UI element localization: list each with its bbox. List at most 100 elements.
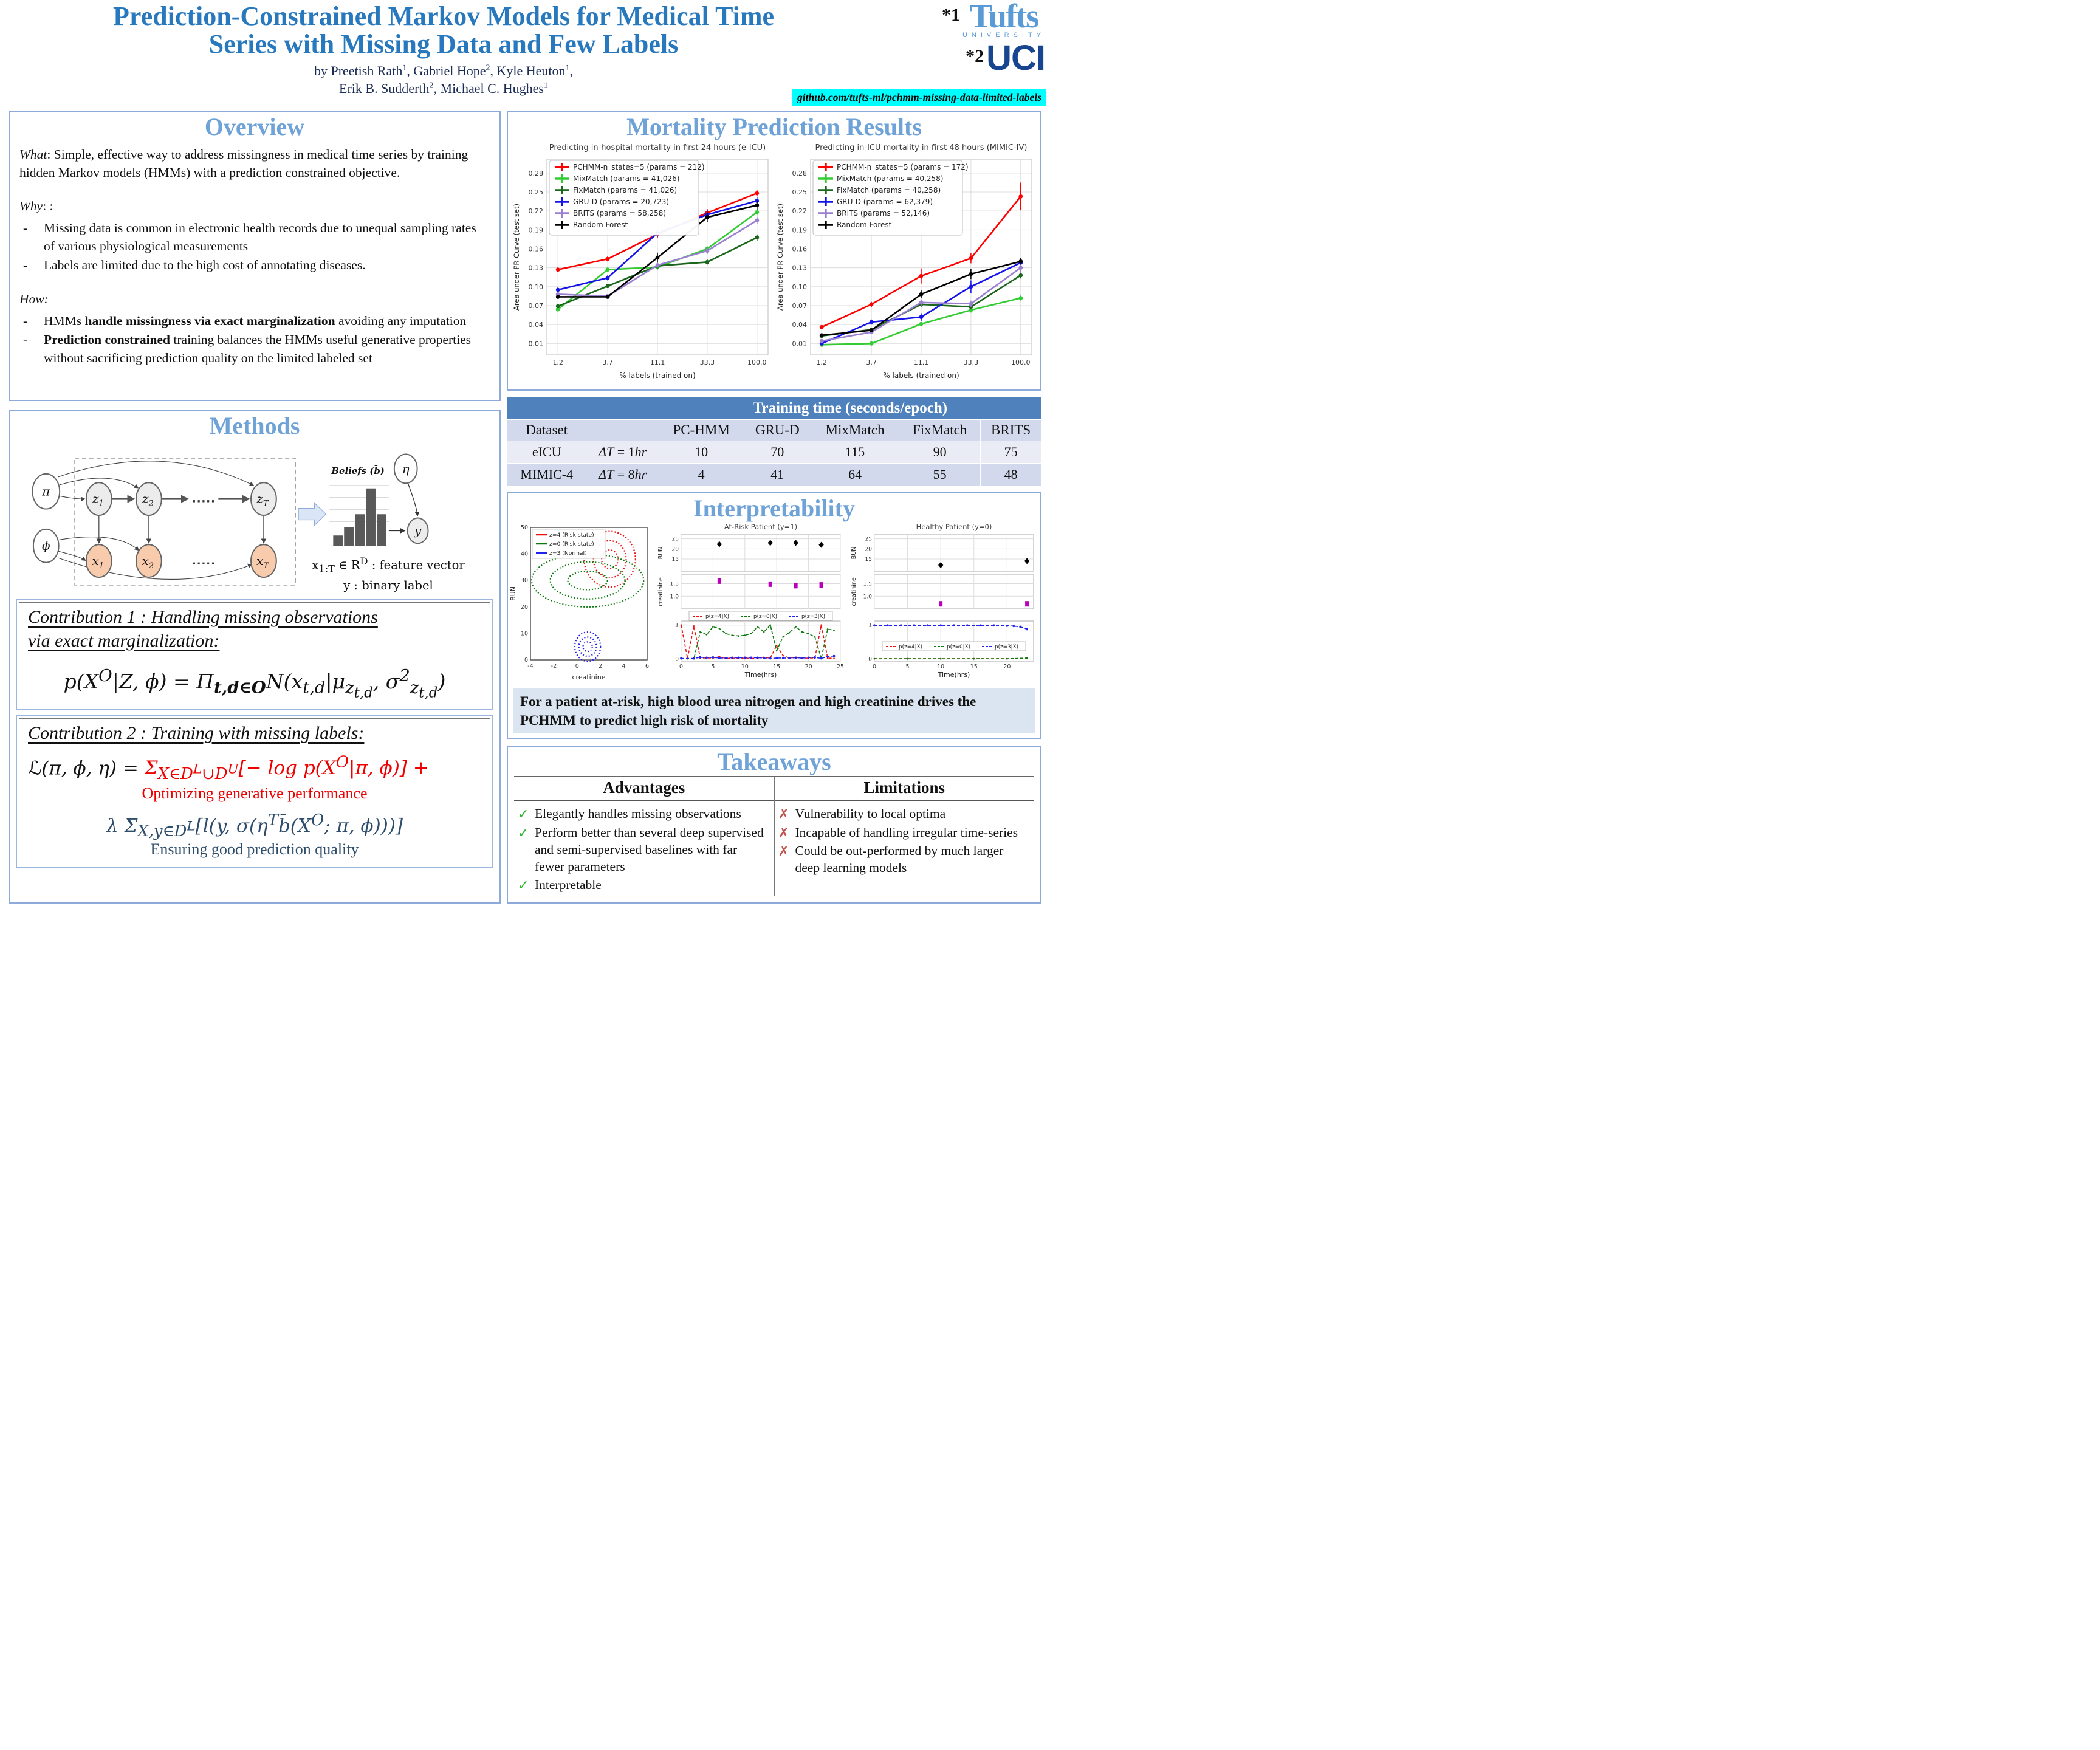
- svg-text:3.7: 3.7: [602, 359, 613, 366]
- bullet-dash: -: [23, 313, 28, 328]
- authors: by Preetish Rath1, Gabriel Hope2, Kyle H…: [314, 63, 574, 97]
- svg-text:0.07: 0.07: [529, 302, 544, 310]
- contribution-1-formula: p(XO|Z, ϕ) = Πt,d∈ON(xt,d|μzt,d, σ2zt,d): [63, 666, 446, 701]
- svg-text:BUN: BUN: [657, 547, 664, 560]
- svg-text:0.16: 0.16: [792, 245, 808, 253]
- svg-text:0: 0: [575, 663, 579, 670]
- page-title: Prediction-Constrained Markov Models for…: [112, 1, 775, 59]
- svg-text:0.10: 0.10: [792, 283, 808, 291]
- svg-text:1: 1: [675, 623, 679, 629]
- svg-text:0.01: 0.01: [529, 340, 544, 348]
- overview-why-bullets: - Missing data is common in electronic he…: [19, 219, 490, 275]
- prediction-caption: Ensuring good prediction quality: [150, 840, 359, 859]
- svg-text:50: 50: [521, 524, 528, 531]
- svg-text:0.10: 0.10: [529, 283, 544, 291]
- interpretability-panel: Interpretability -4 -2 0 2 4 6 0 10 20 30 40 50 crea…: [507, 492, 1041, 740]
- right-column: Mortality Prediction Results Predicting …: [506, 111, 1042, 904]
- svg-text:10: 10: [937, 664, 944, 670]
- table-col-header: Dataset: [506, 419, 587, 441]
- svg-text:Area under PR Curve (test set): Area under PR Curve (test set): [512, 204, 521, 311]
- flow-arrow: [298, 502, 327, 526]
- svg-text:p(z=4|X): p(z=4|X): [899, 644, 922, 650]
- table-cell: 90: [899, 441, 981, 464]
- svg-text:p(z=4|X): p(z=4|X): [705, 614, 729, 620]
- svg-text:20: 20: [672, 546, 679, 552]
- svg-text:At-Risk Patient (y=1): At-Risk Patient (y=1): [724, 523, 797, 531]
- svg-text:creatinine: creatinine: [572, 673, 606, 681]
- contribution-1-box: Contribution 1 : Handling missing observ…: [16, 599, 493, 711]
- poster: { "header": { "title_line1": "Prediction…: [0, 0, 1050, 904]
- overview-heading: Overview: [204, 113, 305, 140]
- svg-text:0.22: 0.22: [792, 207, 808, 215]
- patient-svg: Healthy Patient (y=0)152025BUN1.01.5crea…: [851, 523, 1034, 679]
- uci-logo: UCI: [986, 38, 1046, 78]
- svg-text:p(z=0|X): p(z=0|X): [753, 614, 777, 620]
- line-chart-svg: Predicting in-ICU mortality in first 48 …: [776, 143, 1032, 380]
- svg-text:0.25: 0.25: [792, 188, 808, 196]
- takeaways-heading: Takeaways: [717, 748, 831, 776]
- overview-what: What: Simple, effective way to address m…: [19, 147, 468, 180]
- svg-text:zT: zT: [256, 492, 269, 509]
- poster-header: Prediction-Constrained Markov Models for…: [0, 0, 1050, 111]
- limitations-header: Limitations: [774, 777, 1034, 801]
- overview-how: How:: [19, 291, 49, 306]
- training-time-table: Training time (seconds/epoch) Dataset PC-H…: [506, 397, 1042, 486]
- svg-text:40: 40: [521, 551, 528, 558]
- contribution-1-title: Contribution 1 : Handling missing observ…: [28, 607, 378, 651]
- svg-text:20: 20: [521, 604, 528, 611]
- table-row: eICU ΔT = 1hr 10 70 115 90 75: [506, 441, 1041, 464]
- advantages-column: Advantages ✓ Elegantly handles missing ob…: [514, 777, 774, 896]
- svg-text:Random Forest: Random Forest: [573, 221, 628, 229]
- bullet-dash: -: [23, 332, 28, 348]
- svg-text:1.2: 1.2: [552, 359, 563, 366]
- svg-text:25: 25: [672, 537, 679, 543]
- svg-text:33.3: 33.3: [700, 359, 715, 366]
- svg-text:% labels (trained on): % labels (trained on): [883, 371, 959, 380]
- svg-text:100.0: 100.0: [1011, 359, 1031, 366]
- svg-text:Predicting in-ICU mortality in: Predicting in-ICU mortality in first 48 …: [815, 143, 1028, 153]
- graphical-model-figure: π z1 z2 zT ϕ x1 x2 xT ..... ..... Belief…: [19, 440, 490, 594]
- svg-text:MixMatch (params = 41,026): MixMatch (params = 41,026): [573, 174, 679, 183]
- bullet-item: - Missing data is common in electronic he…: [19, 219, 490, 255]
- affiliation-1-marker: *1: [941, 5, 960, 25]
- bullet-item: - Labels are limited due to the high cost…: [19, 256, 490, 275]
- svg-text:BUN: BUN: [851, 547, 857, 560]
- tufts-logo: Tufts: [969, 0, 1039, 35]
- svg-text:10: 10: [521, 630, 528, 637]
- svg-text:Random Forest: Random Forest: [837, 221, 892, 229]
- atrisk-patient-figure: At-Risk Patient (y=1) 15 20 25 BUN 1.0 1.5 crea…: [656, 523, 845, 685]
- svg-text:30: 30: [521, 577, 528, 584]
- table-col-header: GRU-D: [743, 419, 812, 441]
- contour-svg: -4 -2 0 2 4 6 0 10 20 30 40 50 creatinine BUN z=4 (Ris…: [509, 524, 649, 681]
- table-col-header: PC-HMM: [658, 419, 744, 441]
- svg-text:% labels (trained on): % labels (trained on): [619, 371, 695, 380]
- table-row: MIMIC-4 ΔT = 8hr 4 41 64 55 48: [506, 463, 1041, 486]
- svg-text:-4: -4: [527, 663, 533, 670]
- svg-text:0.28: 0.28: [529, 170, 544, 177]
- svg-text:100.0: 100.0: [747, 359, 767, 366]
- svg-text:15: 15: [970, 664, 978, 670]
- z-dots: .....: [192, 493, 216, 506]
- table-cell: ΔT = 8hr: [586, 463, 659, 486]
- svg-text:1.0: 1.0: [863, 594, 873, 600]
- svg-text:0.04: 0.04: [529, 321, 544, 329]
- svg-text:0.04: 0.04: [792, 321, 808, 329]
- y-node: [407, 517, 429, 544]
- svg-text:15: 15: [773, 664, 780, 670]
- github-link[interactable]: github.com/tufts-ml/pchmm-missing-data-l…: [792, 89, 1046, 106]
- svg-text:BUN: BUN: [510, 586, 517, 601]
- phi-node: [32, 528, 60, 563]
- takeaway-text: Elegantly handles missing observations: [535, 806, 741, 822]
- contribution-2-box: Contribution 2 : Training with missing l…: [16, 715, 493, 869]
- overview-panel: Overview What: Simple, effective way to …: [9, 111, 501, 401]
- svg-text:4: 4: [622, 663, 626, 670]
- svg-text:z2: z2: [142, 492, 154, 509]
- svg-text:0.13: 0.13: [792, 264, 808, 272]
- check-icon: ✓: [518, 877, 529, 893]
- overview-how-bullets: - HMMs handle missingness via exact margi…: [19, 312, 490, 368]
- healthy-patient-figure: Healthy Patient (y=0) 15 20 25 BUN 1.0 1.5 crea…: [849, 523, 1038, 685]
- svg-text:0.19: 0.19: [529, 226, 544, 234]
- pi-node: [32, 473, 61, 510]
- bullet-dash: -: [23, 258, 28, 273]
- svg-text:p(z=3|X): p(z=3|X): [801, 614, 825, 620]
